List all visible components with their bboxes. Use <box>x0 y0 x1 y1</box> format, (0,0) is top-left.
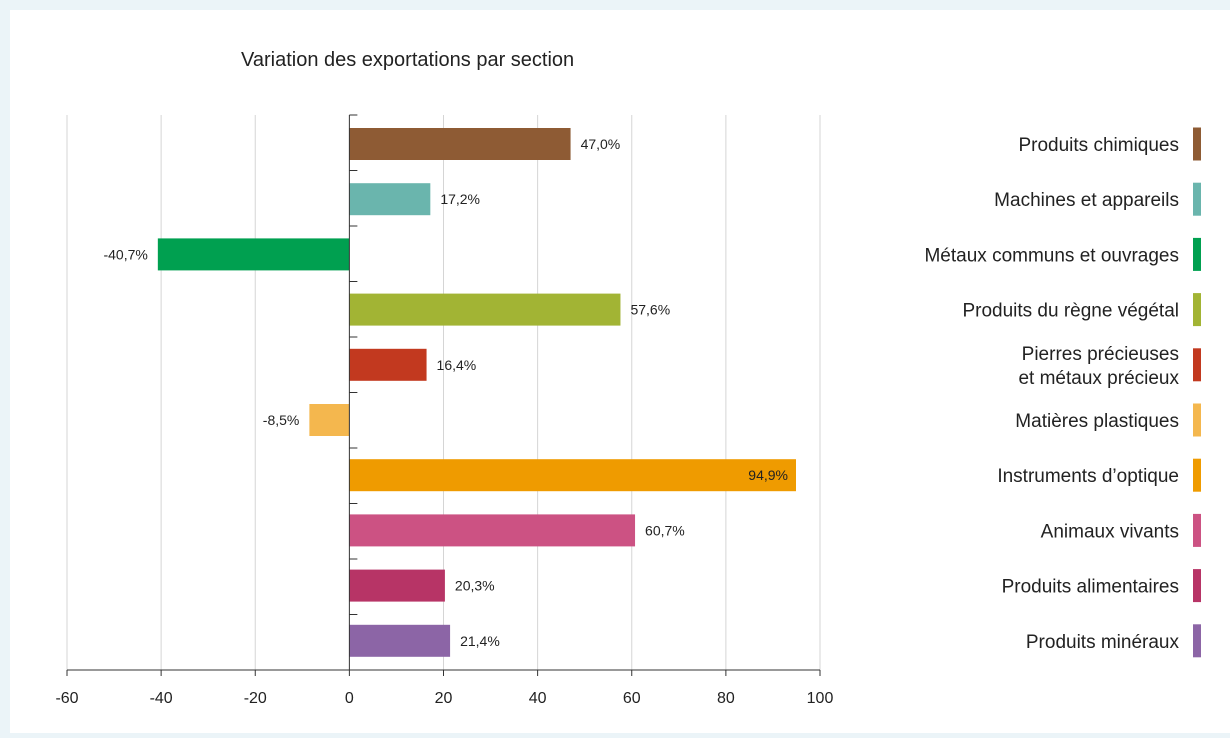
x-tick-label: -60 <box>55 690 78 707</box>
bar <box>349 183 431 216</box>
value-label: 16,4% <box>437 357 477 373</box>
legend-swatch <box>1193 348 1201 382</box>
x-tick-label: 60 <box>623 690 641 707</box>
axis-layer: -60 -40 -20 0 20 40 60 80 100 <box>55 114 834 707</box>
legend-swatch <box>1193 569 1201 603</box>
x-tick-label: 100 <box>807 690 834 707</box>
bar <box>309 404 350 436</box>
legend-swatch <box>1193 127 1201 161</box>
value-label: 21,4% <box>460 633 500 649</box>
legend-swatch <box>1193 237 1201 271</box>
bar <box>349 459 796 492</box>
x-tick-label: 40 <box>529 690 547 707</box>
x-tick-label: 0 <box>345 690 354 707</box>
grid-layer <box>66 115 821 670</box>
x-tick-label: -20 <box>244 690 267 707</box>
value-label: 47,0% <box>581 136 621 152</box>
x-tick-label: 20 <box>435 690 453 707</box>
x-tick-label: -40 <box>150 690 173 707</box>
legend-label: Matières plastiques <box>1015 411 1179 432</box>
legend-label: et métaux précieux <box>1018 368 1179 389</box>
value-label: -8,5% <box>263 412 300 428</box>
value-label: 57,6% <box>630 302 670 318</box>
legend-swatch <box>1193 293 1201 327</box>
legend-label: Animaux vivants <box>1041 521 1179 542</box>
legend-label: Produits minéraux <box>1026 632 1180 653</box>
bar-chart: 47,0% 17,2% -40,7% 57,6% 16,4% -8,5% 94,9% 60,7… <box>55 49 1201 707</box>
value-label: 60,7% <box>645 522 685 538</box>
value-label: 17,2% <box>440 191 480 207</box>
bar <box>349 624 451 657</box>
x-tick-label: 80 <box>717 690 735 707</box>
legend-swatch <box>1193 458 1201 492</box>
bar <box>349 128 571 160</box>
legend-label: Pierres précieuses <box>1022 344 1179 365</box>
bar <box>349 348 427 381</box>
legend-layer: Produits chimiques Machines et appareils M… <box>924 127 1201 658</box>
legend-label: Instruments d’optique <box>997 466 1179 487</box>
bar <box>349 293 621 326</box>
bar <box>349 569 445 602</box>
chart-panel: 47,0% 17,2% -40,7% 57,6% 16,4% -8,5% 94,9% 60,7… <box>10 10 1230 733</box>
value-label: -40,7% <box>103 246 147 262</box>
legend-swatch <box>1193 403 1201 437</box>
legend-label: Métaux communs et ouvrages <box>924 245 1179 266</box>
value-label: 94,9% <box>748 467 788 483</box>
value-label: 20,3% <box>455 578 495 594</box>
legend-swatch <box>1193 182 1201 216</box>
chart-title: Variation des exportations par section <box>241 49 574 71</box>
legend-swatch <box>1193 624 1201 658</box>
legend-label: Produits alimentaires <box>1002 577 1179 598</box>
bars-layer: 47,0% 17,2% -40,7% 57,6% 16,4% -8,5% 94,9% 60,7… <box>103 128 796 657</box>
legend-label: Produits du règne végétal <box>962 301 1179 322</box>
legend-label: Produits chimiques <box>1018 135 1179 156</box>
legend-swatch <box>1193 513 1201 547</box>
bar <box>349 514 636 547</box>
bar <box>157 238 350 271</box>
legend-label: Machines et appareils <box>994 190 1179 211</box>
